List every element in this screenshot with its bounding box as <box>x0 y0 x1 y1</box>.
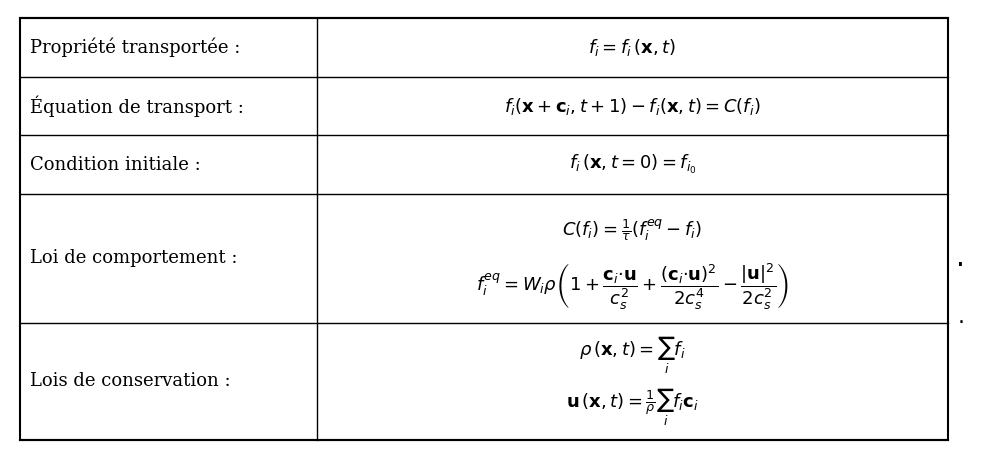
Text: .: . <box>956 244 965 272</box>
Text: $f_i\,(\mathbf{x}, t=0) = f_{i_0}$: $f_i\,(\mathbf{x}, t=0) = f_{i_0}$ <box>569 153 697 176</box>
Text: Propriété transportée :: Propriété transportée : <box>30 38 241 57</box>
Text: Loi de comportement :: Loi de comportement : <box>30 249 238 267</box>
FancyBboxPatch shape <box>20 18 948 440</box>
Text: $\mathbf{u}\,(\mathbf{x},t) = \frac{1}{\rho}\sum_i f_i \mathbf{c}_i$: $\mathbf{u}\,(\mathbf{x},t) = \frac{1}{\… <box>566 386 699 427</box>
Text: $\rho\,(\mathbf{x},t) = \sum_i f_i$: $\rho\,(\mathbf{x},t) = \sum_i f_i$ <box>579 335 686 376</box>
Text: $f_i = f_i\,(\mathbf{x}, t)$: $f_i = f_i\,(\mathbf{x}, t)$ <box>589 37 677 58</box>
Text: Équation de transport :: Équation de transport : <box>30 95 244 117</box>
Text: $f_i^{eq} = W_i\rho\left(1 + \dfrac{\mathbf{c}_i{\cdot}\mathbf{u}}{c_s^2} + \dfr: $f_i^{eq} = W_i\rho\left(1 + \dfrac{\mat… <box>476 261 789 312</box>
Text: $C(f_i) = \frac{1}{\tau}(f_i^{eq} - f_i)$: $C(f_i) = \frac{1}{\tau}(f_i^{eq} - f_i)… <box>563 217 703 243</box>
Text: Lois de conservation :: Lois de conservation : <box>30 372 231 390</box>
Text: $f_i(\mathbf{x} + \mathbf{c}_i, t+1) - f_i(\mathbf{x},t) = C(f_i)$: $f_i(\mathbf{x} + \mathbf{c}_i, t+1) - f… <box>504 96 760 117</box>
Text: Condition initiale :: Condition initiale : <box>30 156 201 174</box>
Text: .: . <box>958 307 965 327</box>
